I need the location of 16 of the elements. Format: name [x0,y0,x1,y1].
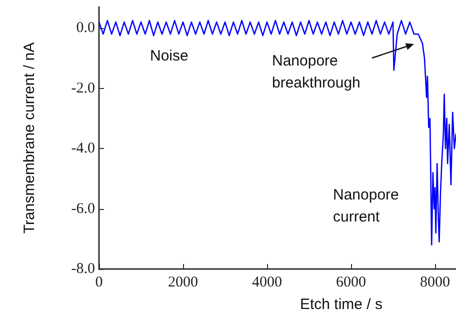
x-tick-label: 0 [95,274,103,290]
y-tick-label: -8.0 [71,261,95,277]
x-tick-label: 6000 [336,274,366,290]
x-tick-label: 8000 [420,274,450,290]
line-series [98,20,456,246]
annotation: Nanopore current [333,186,399,226]
annotation: Noise [150,48,188,64]
y-tick-label: -2.0 [71,80,95,96]
annotation: Nanopore breakthrough [272,52,360,92]
x-axis-title: Etch time / s [300,296,383,313]
y-tick-label: -6.0 [71,200,95,217]
x-tick-label: 4000 [252,274,282,290]
x-tick-label: 2000 [168,274,198,290]
y-axis-title: Transmembrane current / nA [21,42,38,234]
y-tick-label: -4.0 [71,140,95,157]
y-tick-label: 0.0 [76,20,95,36]
